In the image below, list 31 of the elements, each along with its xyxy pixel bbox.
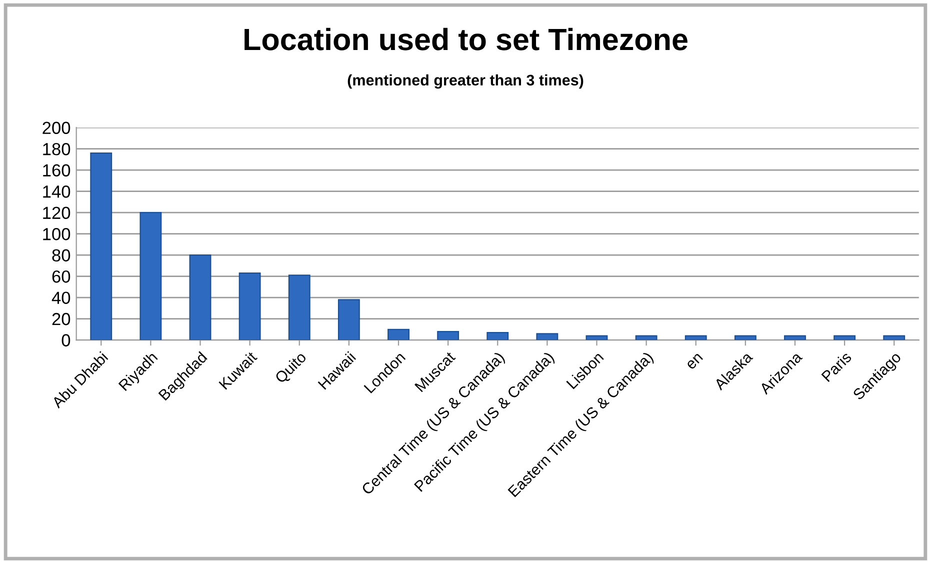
bar <box>834 335 856 340</box>
y-tick-label: 0 <box>62 334 70 346</box>
bar <box>288 274 310 340</box>
bar <box>684 335 707 340</box>
chart-title: Location used to set Timezone <box>244 28 688 50</box>
bar <box>734 335 756 340</box>
bar <box>437 330 460 340</box>
bar <box>635 335 658 340</box>
bar <box>90 152 112 340</box>
y-tick-label: 20 <box>52 312 70 326</box>
y-tick-label: 200 <box>42 122 70 134</box>
bar <box>586 335 608 340</box>
bar <box>784 335 806 340</box>
bar <box>388 328 410 340</box>
bar <box>238 272 261 340</box>
y-tick-label: 160 <box>43 164 70 177</box>
bar <box>883 335 906 340</box>
y-tick-label: 100 <box>43 228 70 240</box>
bar <box>536 333 558 340</box>
y-tick-label: 40 <box>52 292 70 304</box>
bar <box>189 254 212 340</box>
y-tick-label: 60 <box>52 270 70 283</box>
y-tick-label: 140 <box>43 185 70 198</box>
y-tick-label: 80 <box>52 249 70 262</box>
chart-subtitle: (mentioned greater than 3 times) <box>348 74 584 89</box>
y-tick-label: 120 <box>43 206 70 220</box>
y-tick-label: 180 <box>43 142 70 156</box>
bar <box>338 299 360 340</box>
bar <box>140 212 162 340</box>
bar <box>486 332 509 340</box>
x-tick-label: en <box>686 353 704 370</box>
